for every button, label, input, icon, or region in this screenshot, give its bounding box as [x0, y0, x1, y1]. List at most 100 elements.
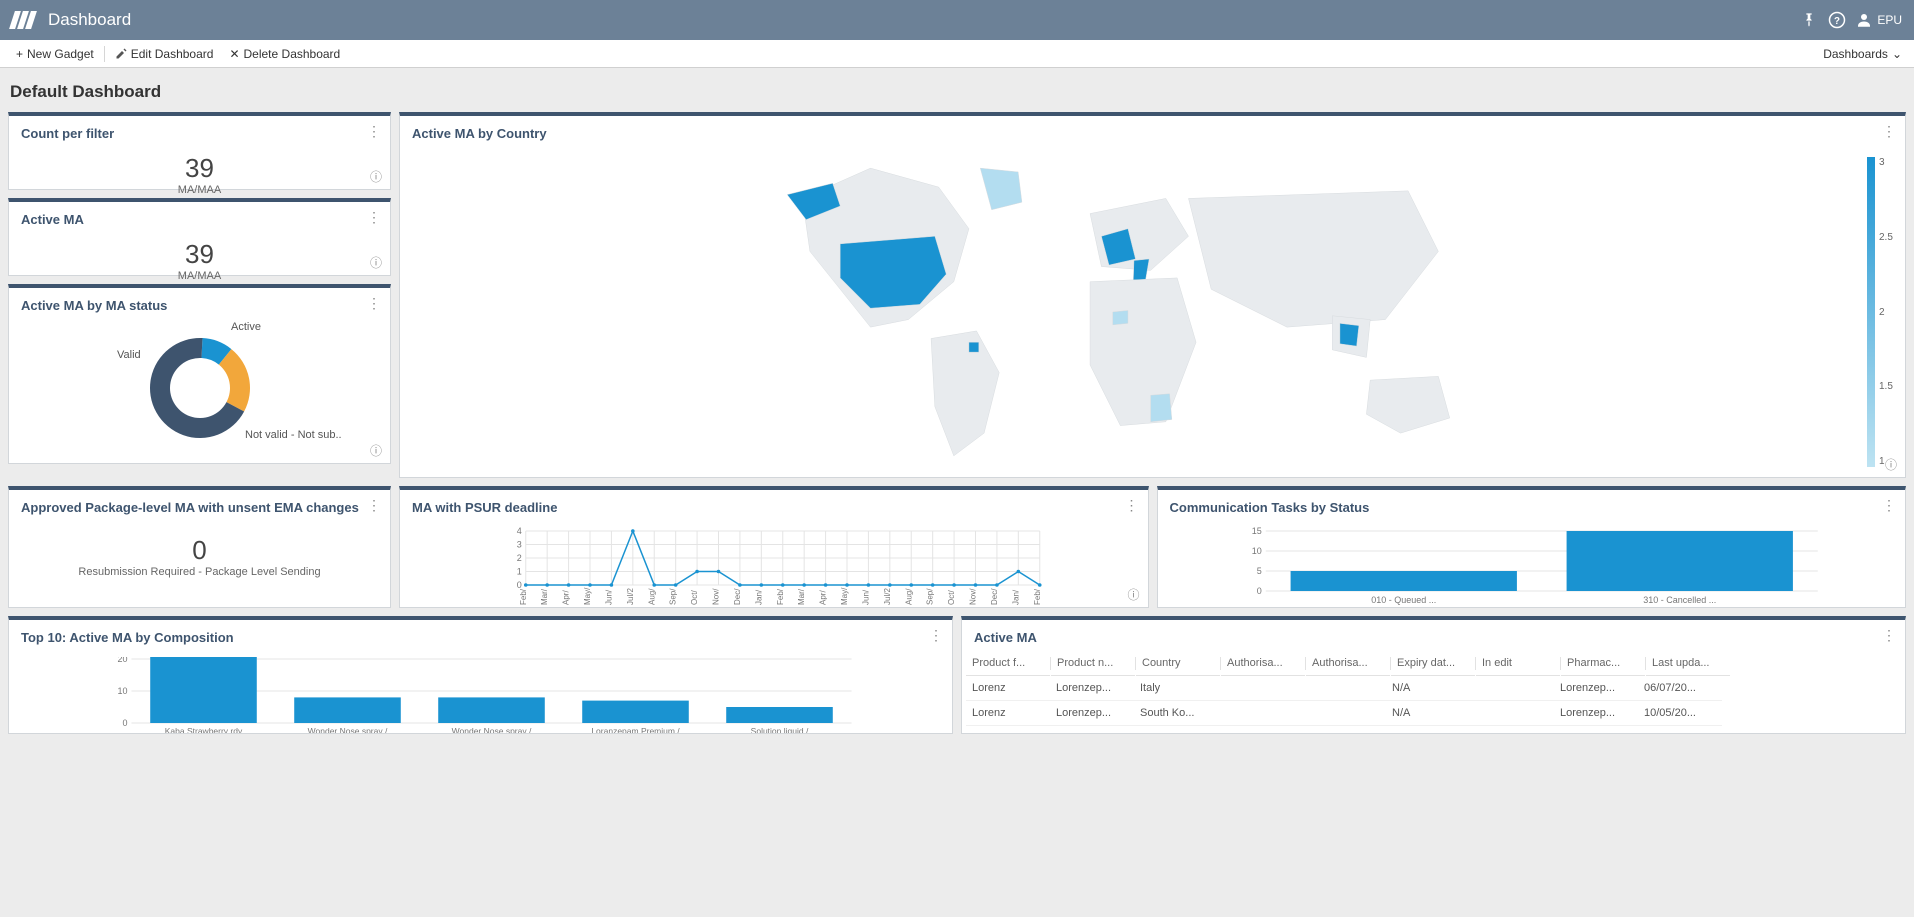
card-top10: ⋮ Top 10: Active MA by Composition 0 10 20…: [8, 616, 953, 734]
svg-text:Mar/: Mar/: [797, 588, 806, 605]
card-title: Active MA by MA status: [9, 288, 390, 319]
table-cell: N/A: [1386, 676, 1470, 701]
card-menu-icon[interactable]: ⋮: [929, 628, 942, 642]
table-header[interactable]: Last upda...: [1646, 651, 1730, 676]
svg-text:5: 5: [1256, 566, 1261, 576]
svg-text:010 - Queued ...: 010 - Queued ...: [1371, 595, 1436, 605]
card-menu-icon[interactable]: ⋮: [367, 124, 380, 138]
map-legend: 32.521.51: [1867, 157, 1897, 467]
table-cell: 10/05/20...: [1638, 701, 1722, 726]
table-cell: Italy: [1134, 676, 1218, 701]
logo[interactable]: Dashboard: [12, 10, 131, 30]
user-icon: [1855, 11, 1873, 29]
edit-dashboard-label: Edit Dashboard: [131, 47, 214, 61]
svg-text:Feb/: Feb/: [519, 588, 528, 605]
world-map: 32.521.51: [400, 147, 1905, 477]
line-chart: 01234Feb/Mar/Apr/May/Jun/Jul/2Aug/Sep/Oc…: [400, 521, 1148, 611]
card-comm-tasks: ⋮ Communication Tasks by Status 05101501…: [1157, 486, 1907, 608]
table-cell: [1302, 701, 1386, 726]
bar-chart: 0 10 20 Kaba Strawberry rdy Wonder Nose spra…: [9, 651, 952, 734]
card-title: Active MA by Country: [400, 116, 1905, 147]
table-cell: Lorenz: [966, 701, 1050, 726]
table-header[interactable]: Country: [1136, 651, 1220, 676]
svg-text:10: 10: [117, 686, 127, 696]
svg-text:May/: May/: [840, 587, 849, 605]
svg-text:Dec/: Dec/: [733, 588, 742, 605]
svg-text:Sep/: Sep/: [669, 588, 678, 605]
svg-text:Nov/: Nov/: [712, 588, 721, 605]
table-header[interactable]: Authorisa...: [1306, 651, 1390, 676]
svg-text:Apr/: Apr/: [562, 590, 571, 605]
svg-text:Wonder Nose spray /: Wonder Nose spray /: [308, 726, 388, 734]
help-icon[interactable]: ?: [1823, 6, 1851, 34]
table-row[interactable]: LorenzLorenzep...ItalyN/ALorenzep...06/0…: [966, 676, 1901, 701]
svg-text:Aug/: Aug/: [647, 588, 656, 605]
table-header[interactable]: Pharmac...: [1561, 651, 1645, 676]
svg-text:0: 0: [1256, 586, 1261, 596]
data-table: Product f...Product n...CountryAuthorisa…: [962, 651, 1905, 726]
svg-text:Oct/: Oct/: [947, 590, 956, 605]
table-header[interactable]: In edit: [1476, 651, 1560, 676]
card-menu-icon[interactable]: ⋮: [1882, 628, 1895, 642]
edit-dashboard-button[interactable]: Edit Dashboard: [107, 40, 222, 67]
card-menu-icon[interactable]: ⋮: [367, 296, 380, 310]
user-menu[interactable]: EPU: [1855, 11, 1902, 29]
svg-text:2: 2: [517, 553, 522, 563]
svg-text:4: 4: [517, 527, 522, 536]
card-value: 0: [9, 521, 390, 566]
table-cell: [1302, 676, 1386, 701]
svg-text:10: 10: [1251, 546, 1261, 556]
info-icon[interactable]: ⓘ: [370, 168, 382, 185]
card-menu-icon[interactable]: ⋮: [1882, 498, 1895, 512]
svg-text:Mar/: Mar/: [540, 588, 549, 605]
svg-text:20: 20: [117, 657, 127, 664]
card-menu-icon[interactable]: ⋮: [1125, 498, 1138, 512]
table-cell: Lorenzep...: [1050, 676, 1134, 701]
card-map: ⋮ Active MA by Country 32.521.51 ⓘ: [399, 112, 1906, 478]
card-title: Top 10: Active MA by Composition: [9, 620, 952, 651]
topbar: Dashboard ? EPU: [0, 0, 1914, 40]
delete-dashboard-button[interactable]: ✕ Delete Dashboard: [221, 40, 348, 67]
donut-label: Not valid - Not sub..: [245, 429, 342, 441]
table-row[interactable]: LorenzLorenzep...South Ko...N/ALorenzep.…: [966, 701, 1901, 726]
svg-text:0: 0: [122, 718, 127, 728]
svg-text:Aug/: Aug/: [904, 588, 913, 605]
card-menu-icon[interactable]: ⋮: [367, 498, 380, 512]
card-active-ma: ⋮ Active MA 39 MA/MAA ⓘ: [8, 198, 391, 276]
toolbar: + New Gadget Edit Dashboard ✕ Delete Das…: [0, 40, 1914, 68]
table-header[interactable]: Expiry dat...: [1391, 651, 1475, 676]
card-value: 39: [9, 233, 390, 270]
card-sub: Resubmission Required - Package Level Se…: [9, 566, 390, 592]
table-cell: [1218, 676, 1302, 701]
dashboards-dropdown[interactable]: Dashboards ⌄: [1823, 47, 1906, 61]
svg-text:310 - Cancelled ...: 310 - Cancelled ...: [1643, 595, 1716, 605]
card-ma-status: ⋮ Active MA by MA status Active Valid No…: [8, 284, 391, 464]
table-cell: [1470, 676, 1554, 701]
table-header[interactable]: Product n...: [1051, 651, 1135, 676]
card-title: MA with PSUR deadline: [400, 490, 1148, 521]
svg-text:May/: May/: [583, 587, 592, 605]
info-icon[interactable]: ⓘ: [370, 442, 382, 459]
donut-label: Valid: [117, 349, 141, 361]
table-header[interactable]: Product f...: [966, 651, 1050, 676]
info-icon[interactable]: ⓘ: [370, 254, 382, 271]
card-title: Active MA: [962, 620, 1905, 651]
pin-icon[interactable]: [1795, 6, 1823, 34]
pencil-icon: [115, 48, 127, 60]
svg-text:Kaba Strawberry rdy: Kaba Strawberry rdy: [165, 726, 243, 734]
bar-chart: 051015010 - Queued ...310 - Cancelled ..…: [1158, 521, 1906, 611]
svg-text:Wonder Nose spray /: Wonder Nose spray /: [452, 726, 532, 734]
svg-text:Jul/2: Jul/2: [626, 588, 635, 605]
new-gadget-button[interactable]: + New Gadget: [8, 40, 102, 67]
info-icon[interactable]: ⓘ: [1885, 456, 1897, 473]
table-cell: Lorenz: [966, 676, 1050, 701]
info-icon[interactable]: ⓘ: [1127, 586, 1139, 603]
card-menu-icon[interactable]: ⋮: [367, 210, 380, 224]
svg-text:Jun/: Jun/: [604, 589, 613, 605]
card-menu-icon[interactable]: ⋮: [1882, 124, 1895, 138]
table-cell: [1218, 701, 1302, 726]
card-title: Count per filter: [9, 116, 390, 147]
table-header[interactable]: Authorisa...: [1221, 651, 1305, 676]
card-psur: ⋮ MA with PSUR deadline 01234Feb/Mar/Apr…: [399, 486, 1149, 608]
svg-text:0: 0: [517, 580, 522, 590]
